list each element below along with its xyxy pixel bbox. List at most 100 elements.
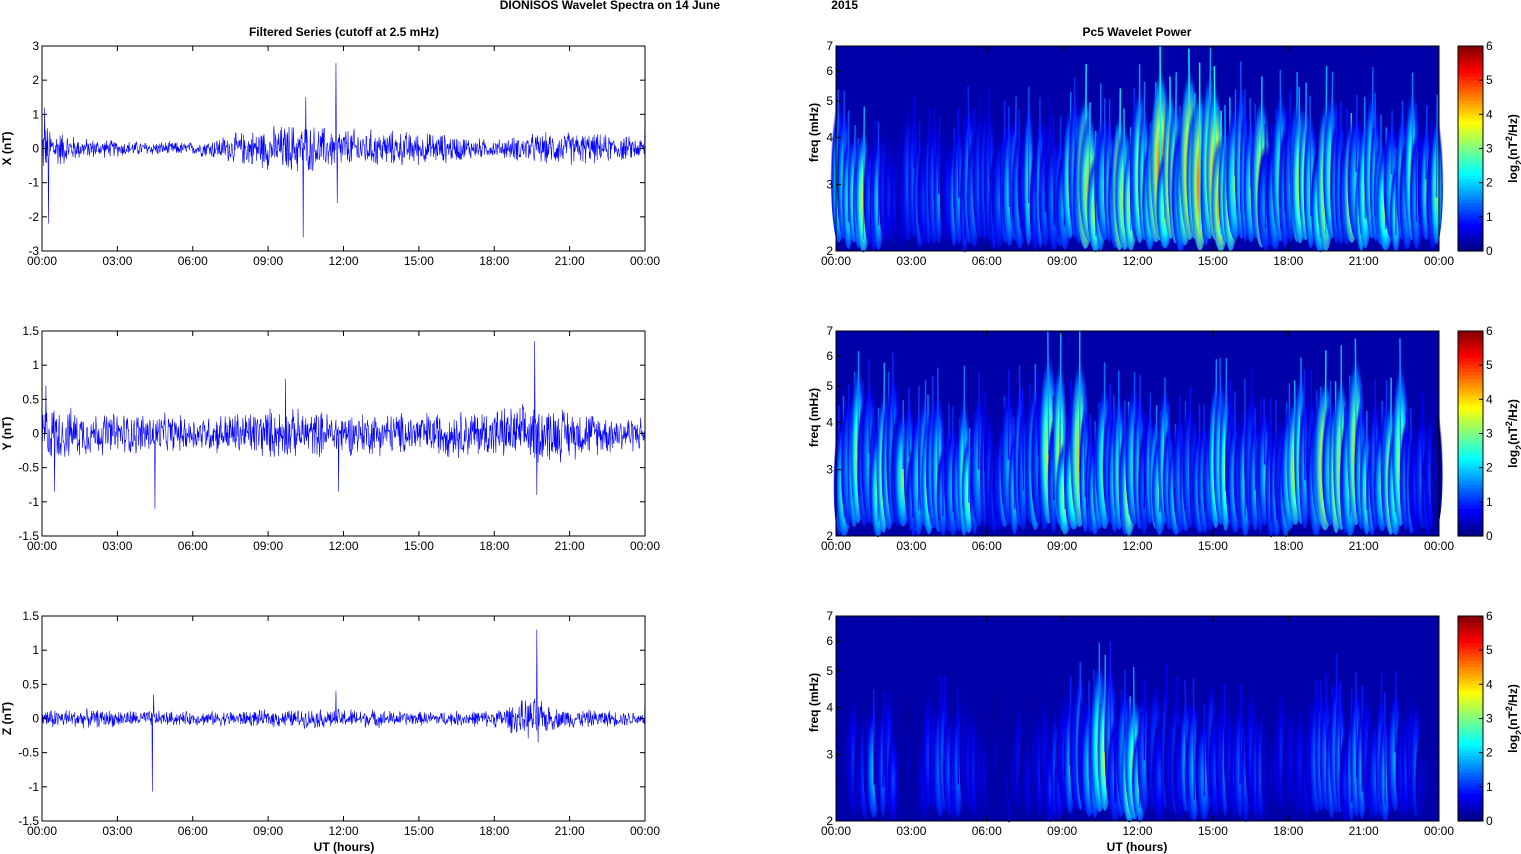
colorbar-cell [1458,389,1483,394]
colorbar-cell [1458,674,1483,679]
x-tick-label: 18:00 [479,539,509,553]
x-tick-label: 15:00 [1198,824,1228,838]
colorbar-cell [1458,718,1483,723]
colorbar-cell [1458,508,1483,513]
colorbar-cell [1458,213,1483,218]
colorbar-cell [1458,337,1483,342]
y-tick-label: -1.5 [18,814,39,828]
y-tick-label: 2 [32,73,39,87]
x-tick-label: 03:00 [896,824,926,838]
x-tick-label: 09:00 [1047,824,1077,838]
x-tick-label: 18:00 [479,254,509,268]
colorbar-cell [1458,622,1483,627]
colorbar-cell [1458,172,1483,177]
y-tick-label: 7 [826,324,833,338]
y-tick-label: 7 [826,609,833,623]
colorbar-cell [1458,165,1483,170]
colorbar-cell [1458,512,1483,517]
y-tick-label: 0 [32,142,39,156]
colorbar-tick-label: 0 [1486,529,1493,543]
colorbar-tick-label: 0 [1486,814,1493,828]
colorbar-cell [1458,742,1483,747]
colorbar-cell [1458,780,1483,785]
colorbar-cell [1458,138,1483,143]
right-column-title: Pc5 Wavelet Power [1083,25,1192,39]
y-tick-label: -1.5 [18,529,39,543]
colorbar-cell [1458,684,1483,689]
wavelet-power-streak [1239,685,1242,785]
colorbar-cell [1458,128,1483,133]
colorbar-cell [1458,354,1483,359]
x-tick-label: 00:00 [821,824,851,838]
y-tick-label: 3 [826,748,833,762]
colorbar-cell [1458,372,1483,377]
colorbar-cell [1458,378,1483,383]
figure-title-right: 2015 [831,0,858,12]
colorbar-cell [1458,358,1483,363]
x-tick-label: 09:00 [1047,254,1077,268]
y-tick-label: -2 [28,210,39,224]
y-tick-label: 4 [826,131,833,145]
colorbar-cell [1458,141,1483,146]
x-tick-label: 00:00 [630,824,660,838]
colorbar-cell [1458,233,1483,238]
colorbar-cell [1458,210,1483,215]
colorbar-cell [1458,382,1483,387]
colorbar-cell [1458,365,1483,370]
colorbar-cell [1458,433,1483,438]
colorbar-cell [1458,416,1483,421]
colorbar-cell [1458,639,1483,644]
y-tick-label: 1 [32,643,39,657]
colorbar-cell [1458,361,1483,366]
figure-title-left: DIONISOS Wavelet Spectra on 14 June [500,0,721,12]
series-line-z [41,629,646,792]
colorbar-cell [1458,663,1483,668]
colorbar-cell [1458,52,1483,57]
colorbar-cell [1458,443,1483,448]
wavelet-power-blob [1429,387,1444,528]
x-tick-label: 03:00 [102,254,132,268]
colorbar-cell [1458,677,1483,682]
colorbar-cell [1458,240,1483,245]
colorbar-cell [1458,807,1483,812]
colorbar-cell [1458,643,1483,648]
colorbar-cell [1458,711,1483,716]
series-panel-y: 1.510.50-0.5-1-1.500:00 03:00 06:00 09:00 12… [0,324,660,553]
y-tick-label: 1.5 [22,609,39,623]
colorbar-cell [1458,454,1483,459]
colorbar-cell [1458,203,1483,208]
colorbar-cell [1458,667,1483,672]
colorbar-cell [1458,392,1483,397]
colorbar-cell [1458,735,1483,740]
colorbar-tick-label: 1 [1486,780,1493,794]
colorbar-cell [1458,680,1483,685]
y-tick-label: 2 [826,244,833,258]
colorbar-cell [1458,192,1483,197]
series-line-x [41,63,646,238]
colorbar-cell [1458,694,1483,699]
colorbar-cell [1458,220,1483,225]
colorbar-cell [1458,375,1483,380]
colorbar-cell [1458,179,1483,184]
colorbar-cell [1458,633,1483,638]
x-tick-label: 09:00 [253,254,283,268]
y-tick-label: 5 [826,664,833,678]
x-tick-label: 06:00 [178,824,208,838]
colorbar-cell [1458,800,1483,805]
y-axis-label: freq (mHz) [807,103,821,162]
x-tick-label: 15:00 [1198,254,1228,268]
y-tick-label: 5 [826,379,833,393]
wavelet-power-blob [903,672,914,813]
colorbar-cell [1458,399,1483,404]
series-line-y [41,341,646,509]
x-tick-label: 12:00 [328,254,358,268]
colorbar-cell [1458,110,1483,115]
colorbar-cell [1458,701,1483,706]
x-tick-label: 06:00 [972,824,1002,838]
colorbar-tick-label: 5 [1486,358,1493,372]
colorbar-tick-label: 6 [1486,324,1493,338]
x-tick-label: 00:00 [821,254,851,268]
x-tick-label: 03:00 [102,539,132,553]
y-tick-label: 1 [32,107,39,121]
colorbar-cell [1458,331,1483,336]
